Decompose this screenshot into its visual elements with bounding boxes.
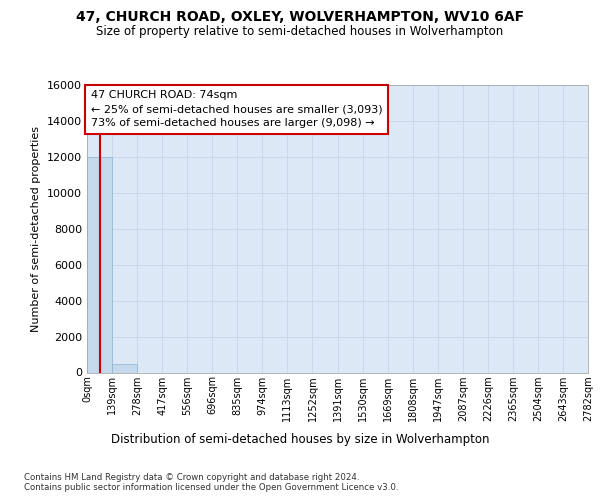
Bar <box>87 157 112 372</box>
Text: 47, CHURCH ROAD, OXLEY, WOLVERHAMPTON, WV10 6AF: 47, CHURCH ROAD, OXLEY, WOLVERHAMPTON, W… <box>76 10 524 24</box>
Text: Distribution of semi-detached houses by size in Wolverhampton: Distribution of semi-detached houses by … <box>111 432 489 446</box>
Y-axis label: Number of semi-detached properties: Number of semi-detached properties <box>31 126 41 332</box>
Text: Contains HM Land Registry data © Crown copyright and database right 2024.: Contains HM Land Registry data © Crown c… <box>24 472 359 482</box>
Text: 47 CHURCH ROAD: 74sqm
← 25% of semi-detached houses are smaller (3,093)
73% of s: 47 CHURCH ROAD: 74sqm ← 25% of semi-deta… <box>91 90 382 128</box>
Text: Size of property relative to semi-detached houses in Wolverhampton: Size of property relative to semi-detach… <box>97 25 503 38</box>
Bar <box>112 364 137 372</box>
Text: Contains public sector information licensed under the Open Government Licence v3: Contains public sector information licen… <box>24 484 398 492</box>
